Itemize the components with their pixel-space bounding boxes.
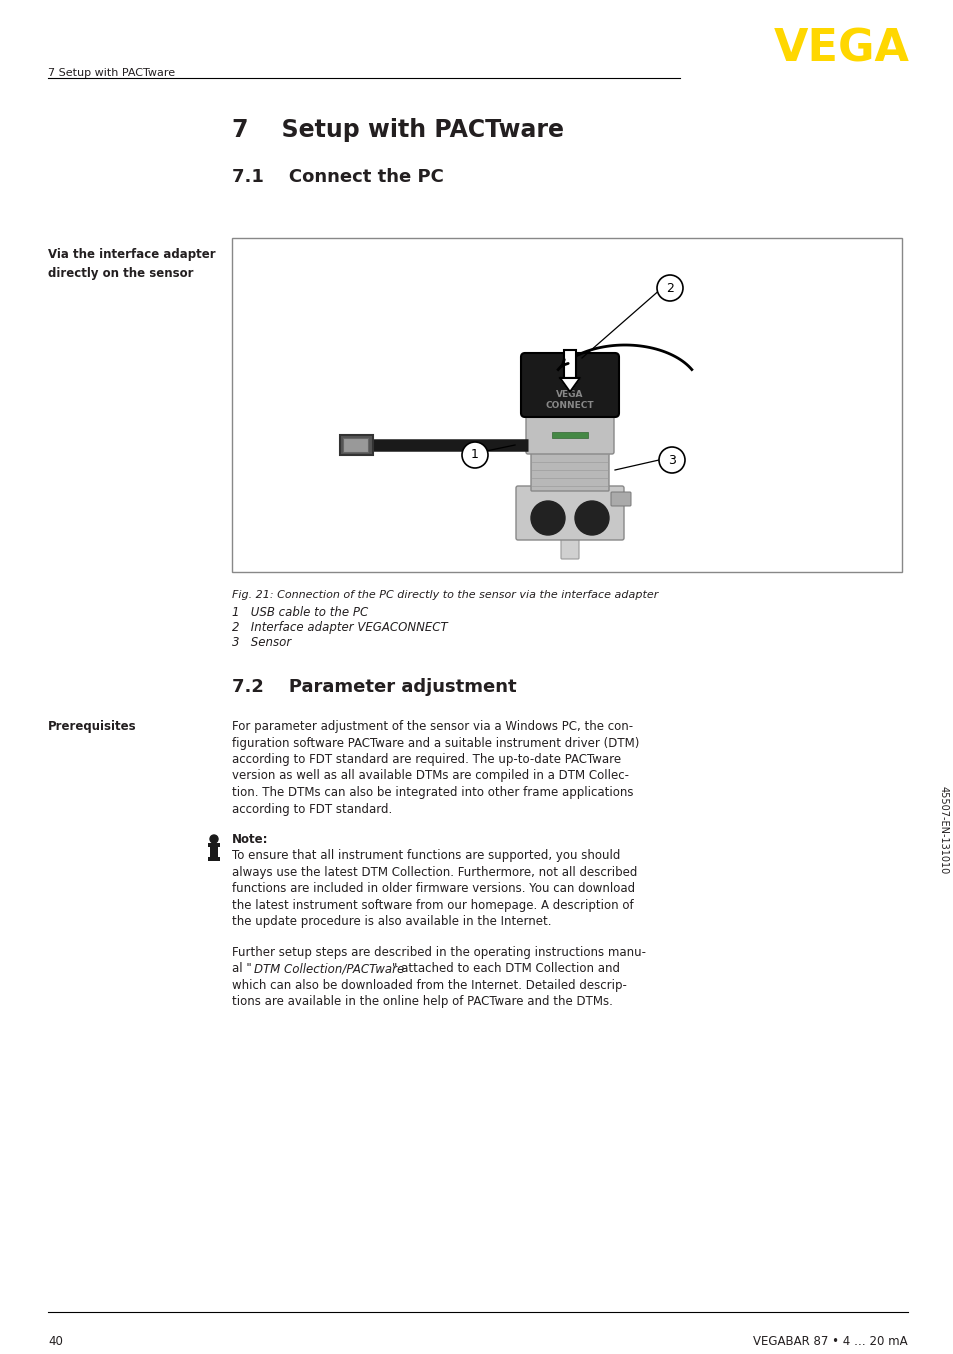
FancyBboxPatch shape xyxy=(520,353,618,417)
Polygon shape xyxy=(559,378,579,393)
Bar xyxy=(232,238,901,571)
FancyBboxPatch shape xyxy=(516,486,623,540)
Text: al ": al " xyxy=(232,963,252,975)
Text: To ensure that all instrument functions are supported, you should: To ensure that all instrument functions … xyxy=(232,849,619,862)
Text: 3   Sensor: 3 Sensor xyxy=(232,636,291,649)
Text: " attached to each DTM Collection and: " attached to each DTM Collection and xyxy=(392,963,619,975)
Text: Note:: Note: xyxy=(232,833,268,846)
Bar xyxy=(552,432,587,437)
Text: Via the interface adapter
directly on the sensor: Via the interface adapter directly on th… xyxy=(48,248,215,280)
Bar xyxy=(563,349,576,378)
Text: DTM Collection/PACTware: DTM Collection/PACTware xyxy=(253,963,404,975)
Text: the update procedure is also available in the Internet.: the update procedure is also available i… xyxy=(232,915,551,929)
Text: tion. The DTMs can also be integrated into other frame applications: tion. The DTMs can also be integrated in… xyxy=(232,787,633,799)
Text: 45507-EN-131010: 45507-EN-131010 xyxy=(938,785,948,875)
FancyBboxPatch shape xyxy=(208,844,220,848)
FancyBboxPatch shape xyxy=(210,845,218,858)
FancyBboxPatch shape xyxy=(343,437,368,452)
Text: 1: 1 xyxy=(471,448,478,462)
Text: 7    Setup with PACTware: 7 Setup with PACTware xyxy=(232,118,563,142)
Text: tions are available in the online help of PACTware and the DTMs.: tions are available in the online help o… xyxy=(232,995,612,1009)
Text: VEGA
CONNECT: VEGA CONNECT xyxy=(545,390,594,410)
FancyBboxPatch shape xyxy=(525,412,614,454)
Text: 3: 3 xyxy=(667,454,676,467)
Circle shape xyxy=(659,447,684,473)
Text: figuration software PACTware and a suitable instrument driver (DTM): figuration software PACTware and a suita… xyxy=(232,737,639,750)
FancyBboxPatch shape xyxy=(610,492,630,506)
FancyBboxPatch shape xyxy=(339,435,373,455)
Text: functions are included in older firmware versions. You can download: functions are included in older firmware… xyxy=(232,883,635,895)
Text: 7 Setup with PACTware: 7 Setup with PACTware xyxy=(48,68,175,79)
Text: version as well as all available DTMs are compiled in a DTM Collec-: version as well as all available DTMs ar… xyxy=(232,769,628,783)
Circle shape xyxy=(531,501,564,535)
Circle shape xyxy=(461,441,488,468)
Text: which can also be downloaded from the Internet. Detailed descrip-: which can also be downloaded from the In… xyxy=(232,979,626,992)
Text: Fig. 21: Connection of the PC directly to the sensor via the interface adapter: Fig. 21: Connection of the PC directly t… xyxy=(232,590,658,600)
Text: 2: 2 xyxy=(665,282,673,295)
Text: VEGABAR 87 • 4 … 20 mA: VEGABAR 87 • 4 … 20 mA xyxy=(753,1335,907,1349)
Text: the latest instrument software from our homepage. A description of: the latest instrument software from our … xyxy=(232,899,633,913)
Circle shape xyxy=(210,835,218,844)
Text: For parameter adjustment of the sensor via a Windows PC, the con-: For parameter adjustment of the sensor v… xyxy=(232,720,633,733)
Text: always use the latest DTM Collection. Furthermore, not all described: always use the latest DTM Collection. Fu… xyxy=(232,867,637,879)
Text: Prerequisites: Prerequisites xyxy=(48,720,136,733)
FancyBboxPatch shape xyxy=(531,444,608,492)
Text: according to FDT standard are required. The up-to-date PACTware: according to FDT standard are required. … xyxy=(232,753,620,766)
Text: VEGA: VEGA xyxy=(773,28,909,70)
Text: Further setup steps are described in the operating instructions manu-: Further setup steps are described in the… xyxy=(232,946,645,959)
FancyBboxPatch shape xyxy=(560,529,578,559)
Text: 40: 40 xyxy=(48,1335,63,1349)
Text: according to FDT standard.: according to FDT standard. xyxy=(232,803,392,815)
Circle shape xyxy=(657,275,682,301)
FancyBboxPatch shape xyxy=(208,857,220,861)
Text: 7.2    Parameter adjustment: 7.2 Parameter adjustment xyxy=(232,678,517,696)
Circle shape xyxy=(575,501,608,535)
Text: 7.1    Connect the PC: 7.1 Connect the PC xyxy=(232,168,443,185)
Text: 2   Interface adapter VEGACONNECT: 2 Interface adapter VEGACONNECT xyxy=(232,621,447,634)
Text: 1   USB cable to the PC: 1 USB cable to the PC xyxy=(232,607,368,619)
